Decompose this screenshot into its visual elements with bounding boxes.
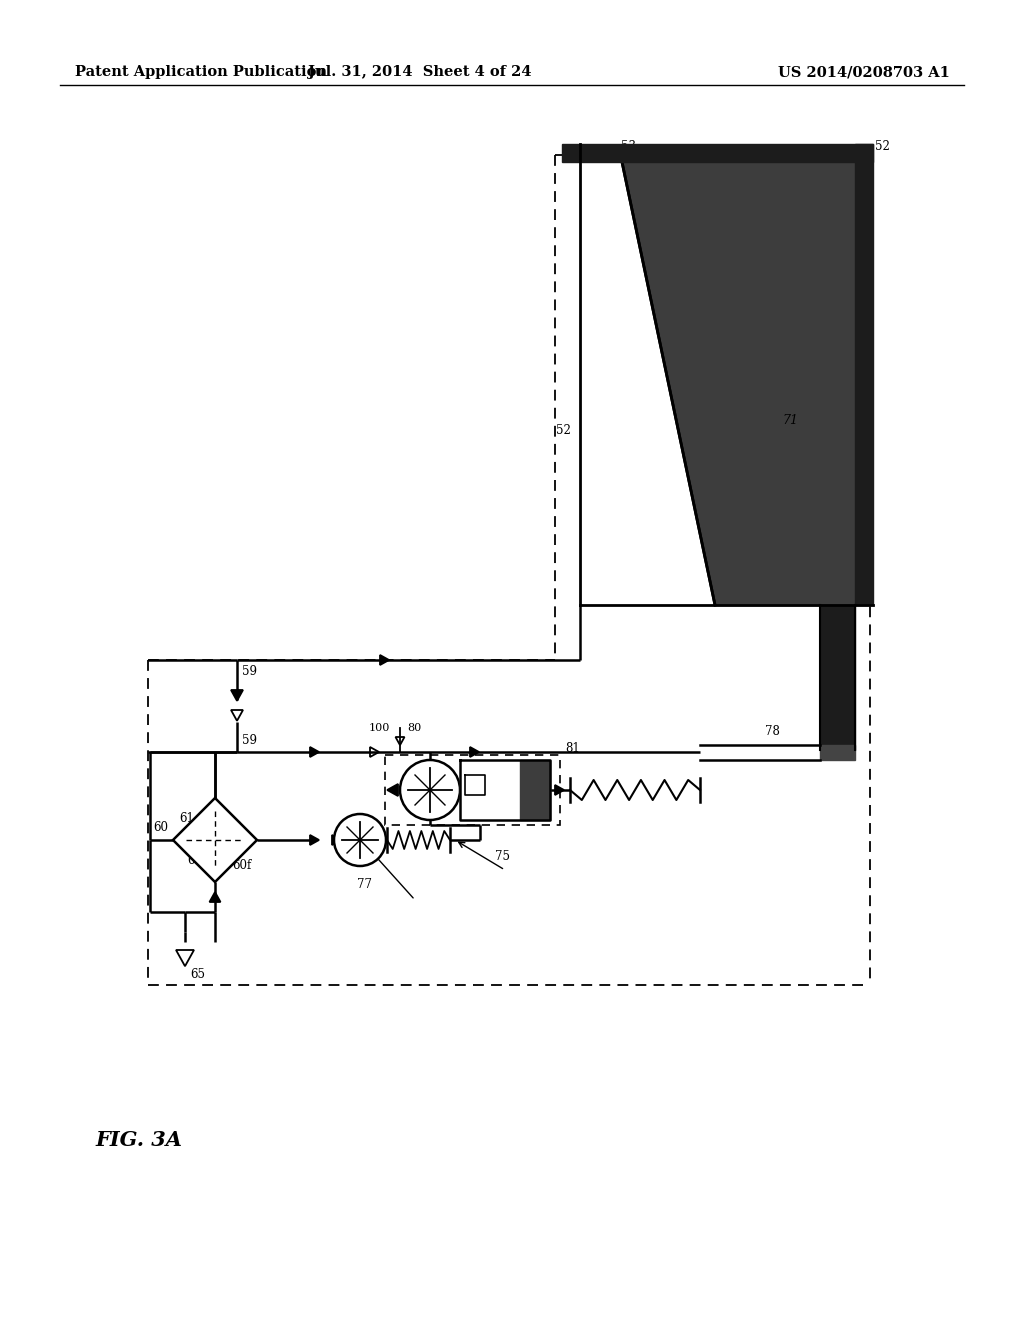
Text: 59: 59 [242,734,257,747]
Circle shape [334,814,386,866]
Text: 80: 80 [407,723,421,733]
Text: 52: 52 [874,140,890,153]
Text: 65: 65 [190,968,205,981]
Polygon shape [370,747,379,756]
Text: 71: 71 [782,413,798,426]
Polygon shape [310,836,319,845]
Text: 60: 60 [153,821,168,834]
Text: 78: 78 [765,725,780,738]
Polygon shape [231,710,243,721]
Polygon shape [332,836,341,845]
Text: Patent Application Publication: Patent Application Publication [75,65,327,79]
Polygon shape [395,737,404,744]
Text: 59: 59 [242,665,257,678]
Text: 62: 62 [187,854,203,867]
Polygon shape [820,744,855,760]
Polygon shape [310,747,319,756]
Polygon shape [173,799,257,882]
Text: 61: 61 [179,813,194,825]
Polygon shape [855,144,873,605]
Polygon shape [520,760,550,820]
Polygon shape [820,605,855,750]
Text: 81: 81 [565,742,580,755]
Circle shape [400,760,460,820]
Text: 100: 100 [369,723,390,733]
Polygon shape [380,655,389,665]
Text: Jul. 31, 2014  Sheet 4 of 24: Jul. 31, 2014 Sheet 4 of 24 [308,65,531,79]
Polygon shape [460,760,550,820]
Text: 60f: 60f [231,859,251,871]
Text: 77: 77 [357,878,373,891]
Polygon shape [470,747,479,756]
Polygon shape [465,775,485,795]
Text: 53: 53 [622,140,637,153]
Polygon shape [555,785,564,795]
Polygon shape [580,162,715,605]
Bar [385,755,560,825]
Polygon shape [580,162,855,605]
Polygon shape [622,162,855,605]
Text: 52: 52 [556,424,571,437]
Polygon shape [176,950,194,966]
Text: 75: 75 [495,850,510,863]
Polygon shape [562,144,873,162]
Polygon shape [210,892,220,902]
Text: US 2014/0208703 A1: US 2014/0208703 A1 [778,65,950,79]
Polygon shape [231,690,243,701]
Text: FIG. 3A: FIG. 3A [95,1130,182,1150]
Polygon shape [387,784,398,796]
Text: 63: 63 [227,821,243,834]
